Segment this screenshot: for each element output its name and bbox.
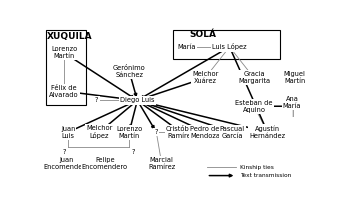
Bar <box>173 30 280 59</box>
Text: Lorenzo
Martín: Lorenzo Martín <box>116 126 142 139</box>
Text: Ana
María
|: Ana María | <box>283 96 301 117</box>
Text: Agustín
Hernández: Agustín Hernández <box>250 125 286 139</box>
Text: Gracia
Margarita: Gracia Margarita <box>238 71 270 84</box>
Text: ?: ? <box>155 129 158 135</box>
Text: Juan
Encomendero: Juan Encomendero <box>44 157 90 170</box>
Text: Marcial
Ramírez: Marcial Ramírez <box>148 157 175 170</box>
Text: Diego Luis: Diego Luis <box>120 97 155 103</box>
Text: SOLÁ: SOLÁ <box>189 30 216 39</box>
Text: XUQUILA: XUQUILA <box>47 32 93 41</box>
Text: Juan
Luis: Juan Luis <box>61 126 75 139</box>
Text: María: María <box>177 44 195 50</box>
Text: Pedro de
Mendoza: Pedro de Mendoza <box>190 126 220 139</box>
Text: Félix de
Alvarado: Félix de Alvarado <box>49 85 79 98</box>
Text: Text transmission: Text transmission <box>240 173 292 178</box>
Text: Gerónimo
Sánchez: Gerónimo Sánchez <box>113 65 146 78</box>
Text: Pascual
García: Pascual García <box>220 126 245 139</box>
Text: Miguel
Martín: Miguel Martín <box>284 71 306 84</box>
Text: Felipe
Encomendero: Felipe Encomendero <box>82 157 128 170</box>
Text: ?: ? <box>62 149 66 155</box>
Text: Cristóbal
Ramírez: Cristóbal Ramírez <box>166 126 196 139</box>
Text: Lorenzo
Martín: Lorenzo Martín <box>51 46 77 59</box>
Text: Kinship ties: Kinship ties <box>240 165 274 170</box>
Bar <box>46 30 86 105</box>
Text: Melchor
Xuárez: Melchor Xuárez <box>192 71 218 84</box>
Text: Esteban de
Aquino: Esteban de Aquino <box>235 100 273 113</box>
Text: ?: ? <box>132 149 135 155</box>
Text: Luis López: Luis López <box>212 43 247 50</box>
Text: Melchor
López: Melchor López <box>86 125 113 139</box>
Text: ?: ? <box>95 97 98 103</box>
